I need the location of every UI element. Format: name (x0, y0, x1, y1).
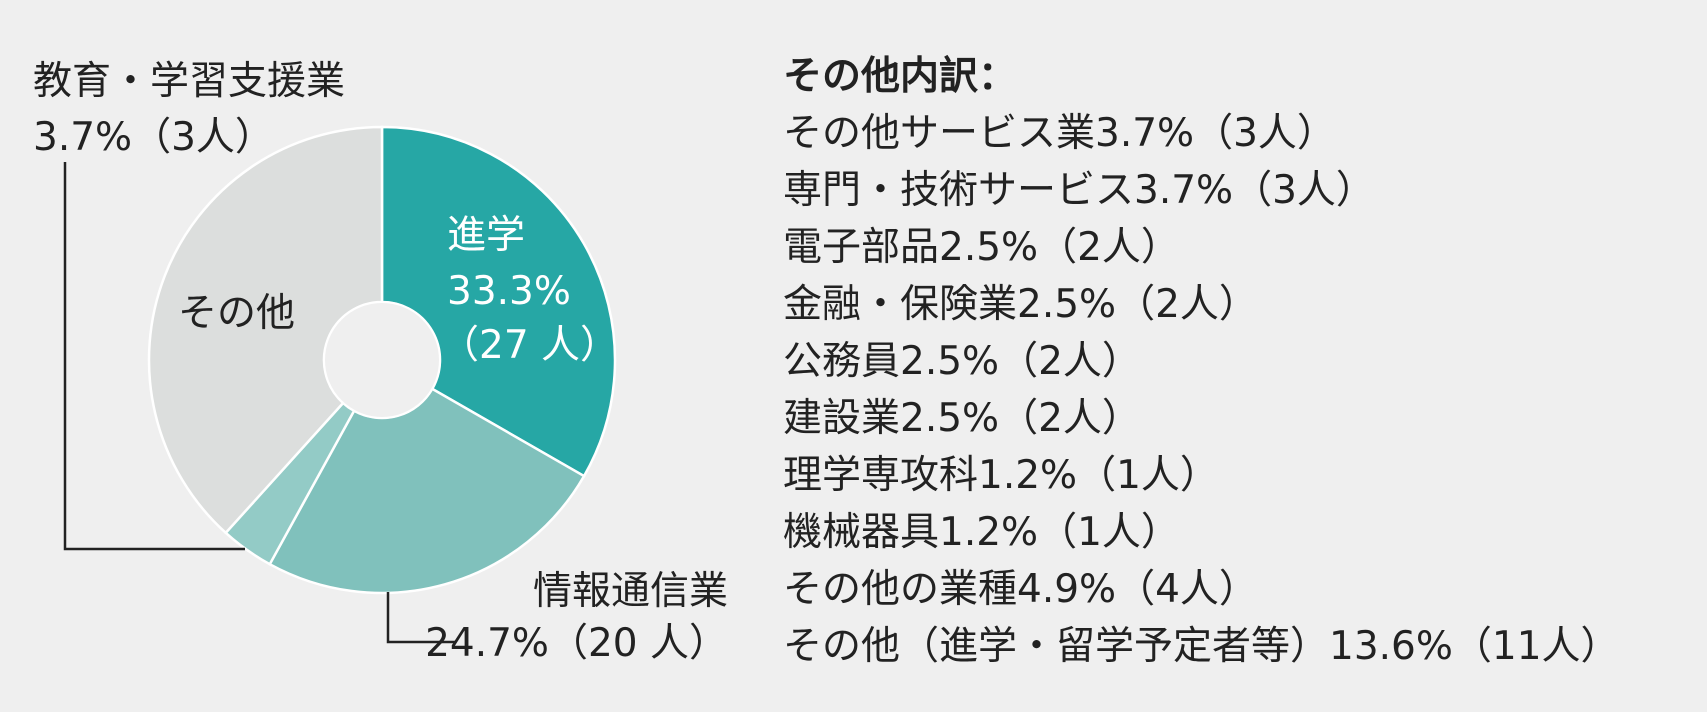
breakdown-item: 理学専攻科1.2%（1人） (783, 453, 1219, 498)
slice-count-shingaku: （27 人） (440, 323, 619, 368)
breakdown-item: 公務員2.5%（2人） (783, 339, 1141, 384)
donut-hole (323, 301, 441, 419)
breakdown-item: 専門・技術サービス3.7%（3人） (783, 168, 1375, 213)
breakdown-list: その他サービス業3.7%（3人） 専門・技術サービス3.7%（3人） 電子部品2… (783, 105, 1620, 675)
donut-chart: 進学 33.3% （27 人） その他 情報通信業 24.7%（20 人） 教育… (33, 59, 728, 666)
slice-label-ict: 情報通信業 (533, 569, 728, 614)
slice-percent-shingaku: 33.3% (447, 269, 571, 314)
breakdown-item: 金融・保険業2.5%（2人） (783, 282, 1258, 327)
slice-label-sonota: その他 (178, 291, 295, 336)
breakdown-item: 建設業2.5%（2人） (783, 396, 1141, 441)
breakdown-title: その他内訳： (783, 54, 1018, 99)
other-breakdown: その他内訳： その他サービス業3.7%（3人） 専門・技術サービス3.7%（3人… (783, 48, 1620, 675)
breakdown-item: その他サービス業3.7%（3人） (783, 111, 1336, 156)
leader-line-ict (386, 592, 455, 644)
slice-value-education: 3.7%（3人） (33, 115, 274, 160)
slice-label-education: 教育・学習支援業 (33, 59, 345, 104)
breakdown-item: 機械器具1.2%（1人） (783, 510, 1180, 555)
slice-label-shingaku: 進学 (447, 213, 525, 258)
breakdown-item: その他（進学・留学予定者等）13.6%（11人） (783, 624, 1620, 669)
slice-value-ict: 24.7%（20 人） (425, 621, 728, 666)
breakdown-item: その他の業種4.9%（4人） (783, 567, 1258, 612)
breakdown-item: 電子部品2.5%（2人） (783, 225, 1180, 270)
leader-line-education (63, 162, 245, 551)
